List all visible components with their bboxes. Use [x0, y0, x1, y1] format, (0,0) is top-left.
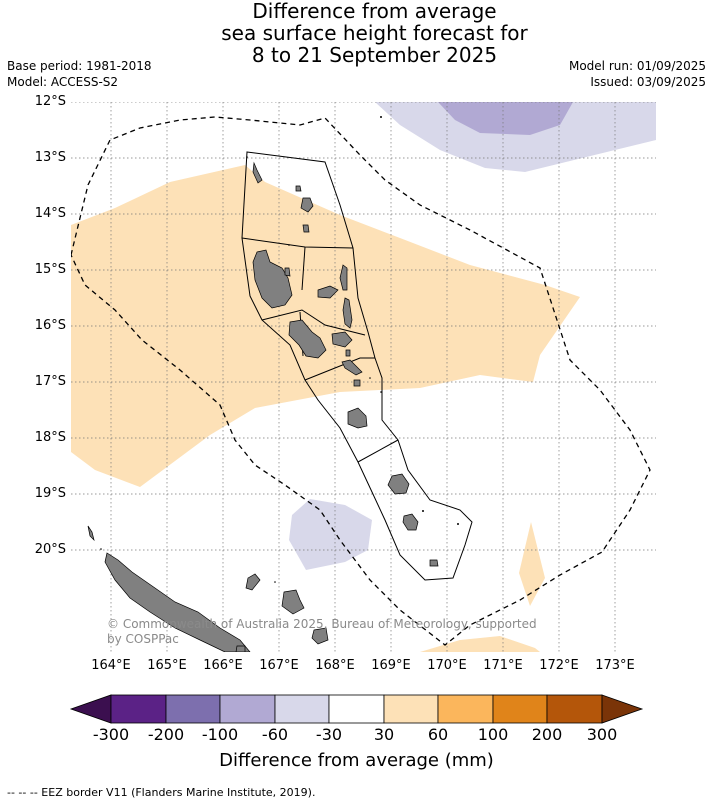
colorbar-bin — [383, 694, 439, 724]
lon-label: 165°E — [147, 658, 187, 673]
island-malo — [284, 267, 291, 277]
colorbar-tick: -60 — [261, 725, 289, 744]
colorbar-tick: 100 — [477, 725, 509, 744]
lon-label: 169°E — [371, 658, 411, 673]
island-pentecost — [342, 297, 353, 329]
small-islets — [100, 116, 459, 583]
lon-label: 171°E — [483, 658, 523, 673]
colorbar-tick: 30 — [373, 725, 395, 744]
lon-label: 164°E — [91, 658, 131, 673]
island-ouvea — [245, 573, 261, 591]
island-lifou — [281, 589, 305, 615]
lat-label: 17°S — [34, 374, 66, 389]
colorbar-bin — [165, 694, 221, 724]
lat-label: 16°S — [34, 318, 66, 333]
eez-footnote: -- -- -- EEZ border V11 (Flanders Marine… — [7, 786, 316, 799]
lat-label: 14°S — [34, 206, 66, 221]
lat-label: 20°S — [34, 542, 66, 557]
lat-label: 13°S — [34, 150, 66, 165]
colorbar-tick: -30 — [315, 725, 343, 744]
vanuatu-province-outline — [241, 151, 473, 581]
eez-border — [71, 116, 651, 646]
meta-left: Base period: 1981-2018 Model: ACCESS-S2 — [7, 58, 152, 90]
positive-anomaly-region-south — [420, 636, 540, 652]
lat-label: 18°S — [34, 430, 66, 445]
lon-label: 168°E — [315, 658, 355, 673]
colorbar-tick: 200 — [531, 725, 563, 744]
lat-label: 12°S — [34, 94, 66, 109]
map-title: Difference from average sea surface heig… — [0, 0, 713, 66]
island-espiritu-santo — [252, 249, 293, 309]
title-line-3: 8 to 21 September 2025 — [251, 43, 498, 67]
meta-right: Model run: 01/09/2025 Issued: 03/09/2025 — [569, 58, 706, 90]
island-isle-of-pines — [235, 645, 246, 652]
colorbar-bin — [437, 694, 494, 724]
colorbar-label: Difference from average (mm) — [219, 750, 494, 771]
island-new-caledonia — [104, 552, 251, 652]
island-belep — [87, 525, 95, 542]
colorbar-tick: -300 — [92, 725, 130, 744]
lon-label: 170°E — [427, 658, 467, 673]
island-gaua — [300, 197, 314, 213]
colorbar-bin — [328, 694, 385, 724]
island-torres — [252, 161, 263, 184]
island-mare — [311, 627, 329, 645]
copyright-notice: © Commonwealth of Australia 2025, Bureau… — [107, 617, 537, 646]
model-run: Model run: 01/09/2025 — [568, 59, 706, 73]
island-tanna — [402, 513, 419, 531]
island-tongoa — [353, 379, 361, 387]
lon-label: 172°E — [539, 658, 579, 673]
island-ureparapara — [302, 224, 310, 233]
island-ambae — [317, 285, 339, 299]
lat-label: 19°S — [34, 486, 66, 501]
island-erromango — [387, 473, 410, 495]
island-maewo — [339, 264, 348, 291]
model-name: Model: ACCESS-S2 — [7, 75, 119, 89]
island-aneityum — [429, 559, 439, 567]
colorbar-bin — [546, 694, 603, 724]
colorbar — [69, 694, 644, 724]
island-vanua-lava — [295, 185, 302, 192]
title-line-1: Difference from average — [252, 0, 497, 23]
negative-anomaly-region-north-mid — [438, 102, 573, 135]
issued-date: Issued: 03/09/2025 — [590, 75, 706, 89]
title-line-2: sea surface height forecast for — [221, 21, 528, 45]
negative-anomaly-region-south — [289, 499, 372, 570]
negative-anomaly-region-north — [375, 102, 656, 172]
positive-anomaly-region-east — [519, 522, 545, 606]
colorbar-extend-low — [69, 694, 112, 724]
base-period: Base period: 1981-2018 — [7, 59, 152, 73]
colorbar-bin — [219, 694, 276, 724]
map-plot-area — [71, 102, 656, 652]
island-efate — [347, 407, 368, 429]
colorbar-bin — [110, 694, 167, 724]
colorbar-bin — [274, 694, 330, 724]
colorbar-bin — [492, 694, 548, 724]
colorbar-tick: -100 — [201, 725, 239, 744]
lon-label: 167°E — [259, 658, 299, 673]
lat-label: 15°S — [34, 262, 66, 277]
colorbar-tick: -200 — [147, 725, 185, 744]
lon-label: 173°E — [595, 658, 635, 673]
colorbar-extend-high — [601, 694, 644, 724]
island-paama — [345, 349, 351, 357]
colorbar-tick: 300 — [586, 725, 618, 744]
lon-label: 166°E — [203, 658, 243, 673]
positive-anomaly-region — [71, 165, 580, 487]
island-ambrym — [331, 331, 353, 348]
colorbar-tick: 60 — [427, 725, 449, 744]
land-masses — [87, 161, 439, 652]
island-malekula — [288, 319, 327, 359]
island-epi — [341, 359, 363, 376]
